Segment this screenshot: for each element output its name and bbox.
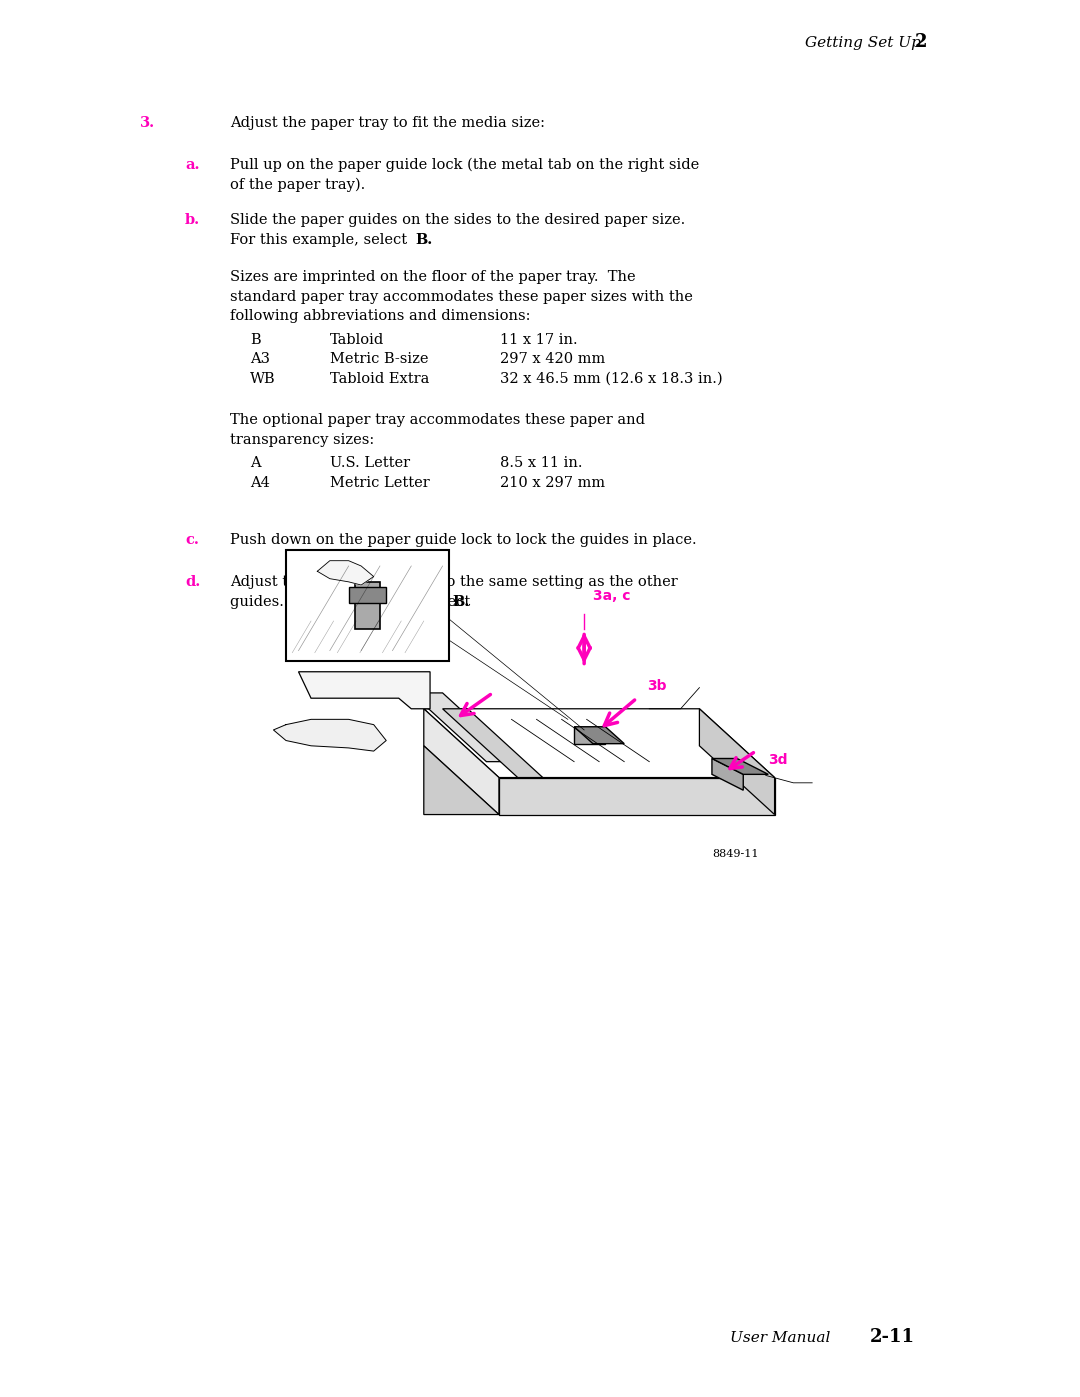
Text: User Manual: User Manual (730, 1331, 831, 1345)
Text: of the paper tray).: of the paper tray). (230, 177, 365, 191)
Text: Metric Letter: Metric Letter (330, 475, 430, 489)
Text: guides.  For this example, select: guides. For this example, select (230, 595, 475, 609)
Text: 11 x 17 in.: 11 x 17 in. (500, 332, 578, 346)
Polygon shape (298, 672, 430, 708)
Polygon shape (575, 726, 606, 743)
Text: A: A (249, 455, 260, 469)
Text: Adjust the paper tray to fit the media size:: Adjust the paper tray to fit the media s… (230, 116, 545, 130)
Polygon shape (575, 726, 624, 743)
Text: Getting Set Up: Getting Set Up (805, 36, 921, 50)
Text: B.: B. (453, 595, 469, 609)
Text: 210 x 297 mm: 210 x 297 mm (500, 475, 605, 489)
Polygon shape (712, 759, 768, 774)
Text: transparency sizes:: transparency sizes: (230, 433, 375, 447)
Text: 3d: 3d (768, 753, 787, 767)
Polygon shape (273, 719, 387, 752)
Polygon shape (443, 708, 543, 778)
Text: Tabloid: Tabloid (330, 332, 384, 346)
Text: A4: A4 (249, 475, 270, 489)
Text: a.: a. (185, 158, 200, 172)
Text: For this example, select: For this example, select (230, 232, 411, 246)
Text: 297 x 420 mm: 297 x 420 mm (500, 352, 605, 366)
Text: 3b: 3b (647, 679, 666, 693)
Text: A3: A3 (249, 352, 270, 366)
FancyBboxPatch shape (349, 587, 387, 604)
FancyBboxPatch shape (355, 581, 380, 630)
Text: following abbreviations and dimensions:: following abbreviations and dimensions: (230, 309, 530, 323)
Polygon shape (423, 708, 774, 778)
Polygon shape (423, 708, 499, 814)
Text: c.: c. (185, 534, 199, 548)
Text: Slide the paper guides on the sides to the desired paper size.: Slide the paper guides on the sides to t… (230, 212, 685, 226)
Text: 8.5 x 11 in.: 8.5 x 11 in. (500, 455, 582, 469)
Polygon shape (423, 746, 499, 814)
Polygon shape (318, 560, 374, 585)
Text: Push down on the paper guide lock to lock the guides in place.: Push down on the paper guide lock to loc… (230, 534, 697, 548)
Polygon shape (700, 708, 774, 814)
Text: 32 x 46.5 mm (12.6 x 18.3 in.): 32 x 46.5 mm (12.6 x 18.3 in.) (500, 372, 723, 386)
Text: b.: b. (185, 212, 200, 226)
Text: WB: WB (249, 372, 275, 386)
Text: 3.: 3. (140, 116, 156, 130)
Polygon shape (712, 759, 743, 791)
Text: d.: d. (185, 576, 200, 590)
Text: 8849-11: 8849-11 (712, 849, 758, 859)
Text: Metric B-size: Metric B-size (330, 352, 429, 366)
Text: Tabloid Extra: Tabloid Extra (330, 372, 430, 386)
FancyBboxPatch shape (286, 550, 449, 661)
Text: U.S. Letter: U.S. Letter (330, 455, 410, 469)
Text: Pull up on the paper guide lock (the metal tab on the right side: Pull up on the paper guide lock (the met… (230, 158, 699, 172)
Text: 2-11: 2-11 (870, 1329, 915, 1345)
Polygon shape (499, 778, 774, 814)
Text: Adjust the rear paper guide to the same setting as the other: Adjust the rear paper guide to the same … (230, 576, 678, 590)
Text: B.: B. (415, 232, 432, 246)
Text: B: B (249, 332, 260, 346)
Text: 2: 2 (915, 34, 928, 52)
Text: The optional paper tray accommodates these paper and: The optional paper tray accommodates the… (230, 414, 645, 427)
Text: 3a, c: 3a, c (593, 590, 631, 604)
Text: standard paper tray accommodates these paper sizes with the: standard paper tray accommodates these p… (230, 289, 693, 303)
Polygon shape (411, 693, 517, 761)
Text: Sizes are imprinted on the floor of the paper tray.  The: Sizes are imprinted on the floor of the … (230, 270, 636, 284)
